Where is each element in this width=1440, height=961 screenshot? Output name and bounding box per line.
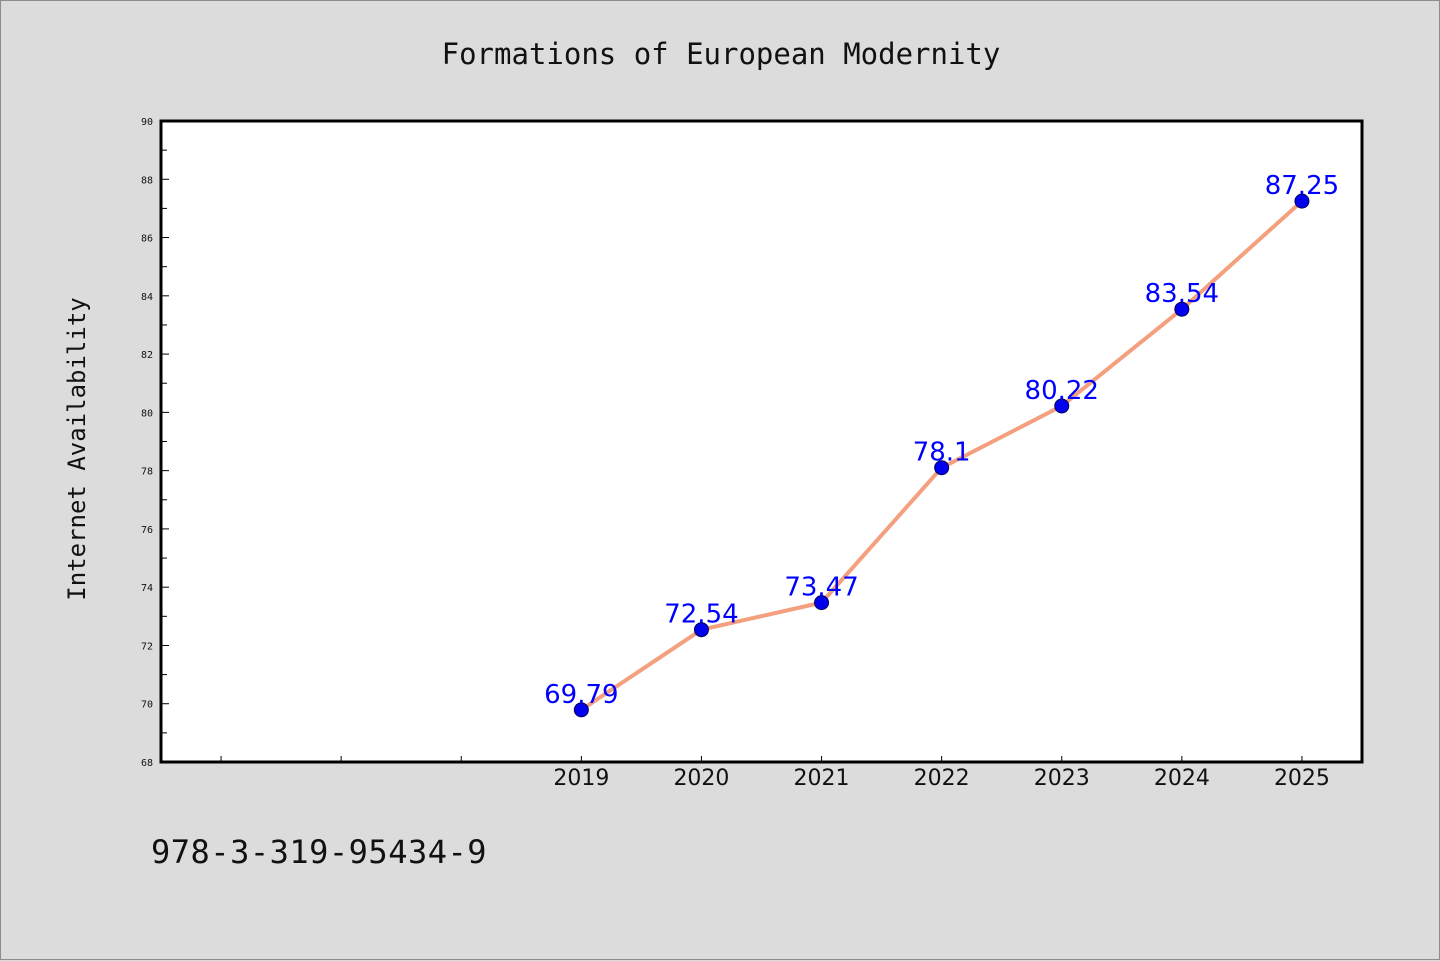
series-layer: 69.79 72.54 73.47 78.1 80.22 83.54 87.25: [544, 171, 1339, 718]
y-tick-label: 74: [141, 583, 153, 594]
y-axis-label: Internet Availability: [63, 297, 91, 600]
y-tick-label: 82: [141, 350, 153, 361]
y-tick-label: 80: [141, 408, 153, 419]
x-tick-label: 2022: [914, 766, 970, 791]
y-tick-label: 78: [141, 467, 153, 478]
y-tick-label: 84: [141, 292, 153, 303]
y-axis-ticks: 68 70 72 74 76 78 80 82 84 86 88 90: [141, 117, 169, 769]
x-tick-label: 2019: [553, 766, 609, 791]
x-tick-label: 2021: [794, 766, 850, 791]
data-label: 73.47: [784, 573, 858, 603]
x-axis-ticks: 2019 2020 2021 2022 2023 2024 2025: [220, 756, 1330, 791]
data-label: 69.79: [544, 680, 618, 710]
data-point: [934, 460, 950, 476]
data-point: [1174, 301, 1190, 317]
data-label: 87.25: [1265, 171, 1339, 201]
y-tick-label: 68: [141, 758, 153, 769]
data-label: 80.22: [1025, 376, 1099, 406]
y-tick-label: 72: [141, 641, 153, 652]
data-point: [1054, 398, 1070, 414]
y-tick-label: 76: [141, 525, 153, 536]
y-tick-label: 90: [141, 117, 153, 128]
data-point: [814, 595, 830, 611]
isbn-text: 978-3-319-95434-9: [151, 833, 488, 871]
x-tick-label: 2023: [1034, 766, 1090, 791]
data-point: [573, 702, 589, 718]
x-tick-label: 2025: [1274, 766, 1330, 791]
data-label: 83.54: [1145, 279, 1219, 309]
y-tick-label: 88: [141, 175, 153, 186]
x-tick-label: 2024: [1154, 766, 1210, 791]
y-tick-label: 86: [141, 234, 153, 245]
data-label: 78.1: [913, 438, 971, 468]
data-point: [1294, 193, 1310, 209]
chart-title: Formations of European Modernity: [442, 37, 1001, 71]
y-tick-label: 70: [141, 700, 153, 711]
plot-area: [159, 119, 1364, 764]
x-tick-label: 2020: [673, 766, 729, 791]
data-label: 72.54: [664, 600, 738, 630]
data-point: [693, 622, 709, 638]
